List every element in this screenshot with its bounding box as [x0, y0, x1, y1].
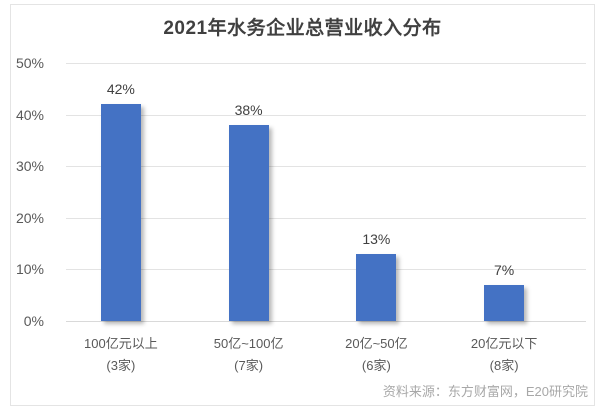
- gridline: [66, 166, 586, 168]
- gridline: [66, 63, 586, 64]
- x-axis-category-label: 50亿~100亿 (7家): [185, 333, 313, 377]
- y-axis-tick-label: 20%: [15, 209, 44, 226]
- bar-group: 42%: [57, 63, 185, 321]
- bar: [356, 253, 397, 321]
- y-axis-labels: 0% 10% 20% 30% 40% 50%: [11, 55, 44, 329]
- gridline: [66, 269, 586, 271]
- y-axis-tick-label: 30%: [15, 158, 44, 175]
- y-axis-tick-label: 50%: [15, 55, 44, 71]
- category-range-label: 50亿~100亿: [213, 336, 284, 351]
- gridline: [66, 321, 586, 322]
- bar-value-label: 13%: [362, 230, 391, 247]
- bar-group: 7%: [440, 63, 568, 321]
- bars-container: 42% 38% 13% 7%: [57, 63, 568, 321]
- bar: [228, 124, 269, 321]
- gridline: [66, 217, 586, 219]
- y-axis-tick-label: 0%: [23, 313, 44, 329]
- bar: [484, 284, 525, 321]
- source-attribution: 资料来源：东方财富网，E20研究院: [382, 384, 588, 399]
- bar-value-label: 7%: [494, 261, 515, 278]
- bar: [100, 104, 141, 321]
- category-count-label: (8家): [489, 358, 519, 373]
- chart-title: 2021年水务企业总营业收入分布: [163, 18, 442, 39]
- category-range-label: 20亿元以下: [470, 336, 538, 351]
- bar-value-label: 42%: [106, 81, 135, 98]
- category-range-label: 100亿元以上: [84, 336, 158, 351]
- y-axis-tick-label: 10%: [15, 261, 44, 278]
- plot-area: [66, 63, 586, 322]
- x-axis-category-label: 20亿元以下 (8家): [440, 333, 568, 377]
- y-axis-tick-label: 40%: [15, 106, 44, 123]
- gridline: [66, 114, 586, 116]
- bar-group: 38%: [185, 63, 313, 321]
- chart-frame: 2021年水务企业总营业收入分布 0% 10% 20% 30% 40% 50% 42% 38…: [10, 4, 595, 406]
- x-axis-category-label: 20亿~50亿 (6家): [313, 333, 441, 377]
- category-count-label: (6家): [361, 358, 391, 373]
- x-axis-labels: 100亿元以上 (3家) 50亿~100亿 (7家) 20亿~50亿 (6家) 20亿元以下…: [57, 333, 568, 377]
- category-count-label: (7家): [234, 358, 264, 373]
- x-axis-category-label: 100亿元以上 (3家): [57, 333, 185, 377]
- category-range-label: 20亿~50亿: [345, 336, 408, 351]
- category-count-label: (3家): [106, 358, 136, 373]
- bar-group: 13%: [313, 63, 441, 321]
- bar-value-label: 38%: [234, 101, 263, 118]
